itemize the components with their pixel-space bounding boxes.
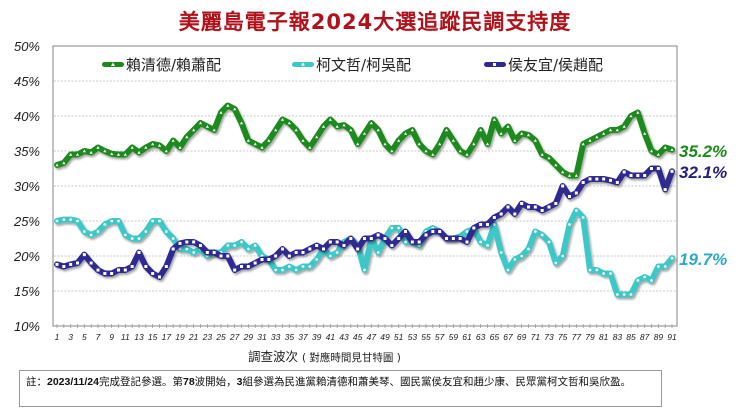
note-prefix: 註： xyxy=(26,376,47,388)
footnote-box: 註：2023/11/24完成登記參選。第78波開始，3組參選為民進黨賴清德和蕭美… xyxy=(19,370,662,407)
x-tick-label: 39 xyxy=(312,332,322,342)
legend-label-hou: 侯友宜/侯趙配 xyxy=(508,56,603,74)
x-tick-label: 35 xyxy=(285,332,295,342)
x-tick-label: 15 xyxy=(148,332,158,342)
x-tick-label: 1 xyxy=(55,332,60,342)
x-tick-label: 53 xyxy=(408,332,418,342)
note-text-1: 完成登記參選。第 xyxy=(98,376,183,388)
end-label-lai: 35.2% xyxy=(679,142,727,161)
x-tick-label: 73 xyxy=(544,332,554,342)
x-tick-label: 85 xyxy=(626,332,636,342)
note-date: 2023/11/24 xyxy=(47,376,99,388)
y-tick-label: 50% xyxy=(14,39,40,54)
x-tick-label: 49 xyxy=(380,332,390,342)
series-hou xyxy=(54,165,675,280)
x-axis-label: 調查波次 ( 對應時間見甘特圖 ) xyxy=(248,346,401,365)
x-tick-label: 79 xyxy=(585,332,595,342)
x-tick-label: 21 xyxy=(188,332,199,342)
x-tick-label: 25 xyxy=(215,332,226,342)
y-tick-label: 45% xyxy=(14,74,40,89)
x-tick-label: 75 xyxy=(558,332,568,342)
x-tick-label: 5 xyxy=(82,332,87,342)
x-tick-label: 59 xyxy=(449,332,459,342)
chart-title: 美麗島電子報2024大選追蹤民調支持度 xyxy=(178,10,572,34)
x-tick-label: 87 xyxy=(640,332,650,342)
x-tick-label: 57 xyxy=(435,332,445,342)
x-tick-label: 67 xyxy=(503,332,513,342)
x-tick-label: 33 xyxy=(271,332,281,342)
x-tick-label: 77 xyxy=(572,332,582,342)
note-text-3: 組參選為民進黨賴清德和蕭美琴、國民黨侯友宜和趙少康、民眾黨柯文哲和吳欣盈。 xyxy=(242,376,632,388)
x-tick-label: 81 xyxy=(599,332,609,342)
x-tick-label: 63 xyxy=(476,332,486,342)
x-tick-label: 91 xyxy=(667,332,677,342)
end-label-hou: 32.1% xyxy=(679,163,727,182)
legend-label-lai: 賴清德/賴蕭配 xyxy=(126,56,221,74)
series-ko xyxy=(54,207,675,298)
legend-label-ko: 柯文哲/柯吳配 xyxy=(316,56,411,74)
x-axis-label-main: 調查波次 xyxy=(248,349,299,364)
x-tick-label: 69 xyxy=(517,332,527,342)
x-tick-label: 37 xyxy=(298,332,308,342)
y-tick-label: 10% xyxy=(14,319,40,334)
x-tick-label: 83 xyxy=(613,332,623,342)
x-tick-label: 9 xyxy=(109,332,114,342)
legend-item-hou[interactable]: 侯友宜/侯趙配 xyxy=(484,56,603,74)
series-lines xyxy=(54,102,675,298)
x-tick-label: 61 xyxy=(462,332,472,342)
x-tick-label: 43 xyxy=(339,332,349,342)
y-tick-label: 30% xyxy=(14,179,40,194)
x-axis-label-note: ( 對應時間見甘特圖 ) xyxy=(302,352,401,364)
x-tick-label: 71 xyxy=(531,332,541,342)
x-tick-label: 27 xyxy=(229,332,240,342)
legend-item-ko[interactable]: 柯文哲/柯吳配 xyxy=(292,56,411,74)
x-tick-label: 65 xyxy=(490,332,500,342)
legend-item-lai[interactable]: 賴清德/賴蕭配 xyxy=(102,56,221,74)
note-count: 3 xyxy=(236,376,243,388)
y-tick-label: 25% xyxy=(13,214,40,229)
note-wave: 78 xyxy=(182,376,195,388)
x-tick-label: 51 xyxy=(394,332,404,342)
x-tick-label: 41 xyxy=(326,332,336,342)
y-tick-label: 20% xyxy=(13,249,40,264)
x-tick-label: 3 xyxy=(68,332,73,342)
y-tick-label: 35% xyxy=(14,144,40,159)
x-tick-label: 19 xyxy=(175,332,185,342)
x-tick-label: 11 xyxy=(121,332,130,342)
x-tick-label: 7 xyxy=(96,332,101,342)
x-tick-label: 55 xyxy=(421,332,431,342)
x-tick-label: 23 xyxy=(202,332,213,342)
y-tick-label: 15% xyxy=(14,284,40,299)
note-text-2: 波開始， xyxy=(194,376,237,388)
x-tick-label: 17 xyxy=(162,332,172,342)
end-label-ko: 19.7% xyxy=(679,250,727,269)
x-tick-label: 47 xyxy=(367,332,377,342)
x-tick-label: 31 xyxy=(257,332,267,342)
x-tick-label: 13 xyxy=(134,332,144,342)
y-axis-ticks: 10% 15% 20% 25% 30% 35% 40% 45% 50% xyxy=(13,39,40,334)
x-tick-label: 45 xyxy=(353,332,363,342)
legend: 賴清德/賴蕭配 柯文哲/柯吳配 侯友宜/侯趙配 xyxy=(102,56,603,74)
x-axis-ticks: 1 3 5 7 9 11 13 15 17 19 21 23 25 27 29 31 33 35 37 39 41 43 4… xyxy=(55,324,677,342)
x-tick-label: 89 xyxy=(654,332,664,342)
y-tick-label: 40% xyxy=(14,109,40,124)
x-tick-label: 29 xyxy=(243,332,254,342)
series-lai xyxy=(54,102,675,179)
